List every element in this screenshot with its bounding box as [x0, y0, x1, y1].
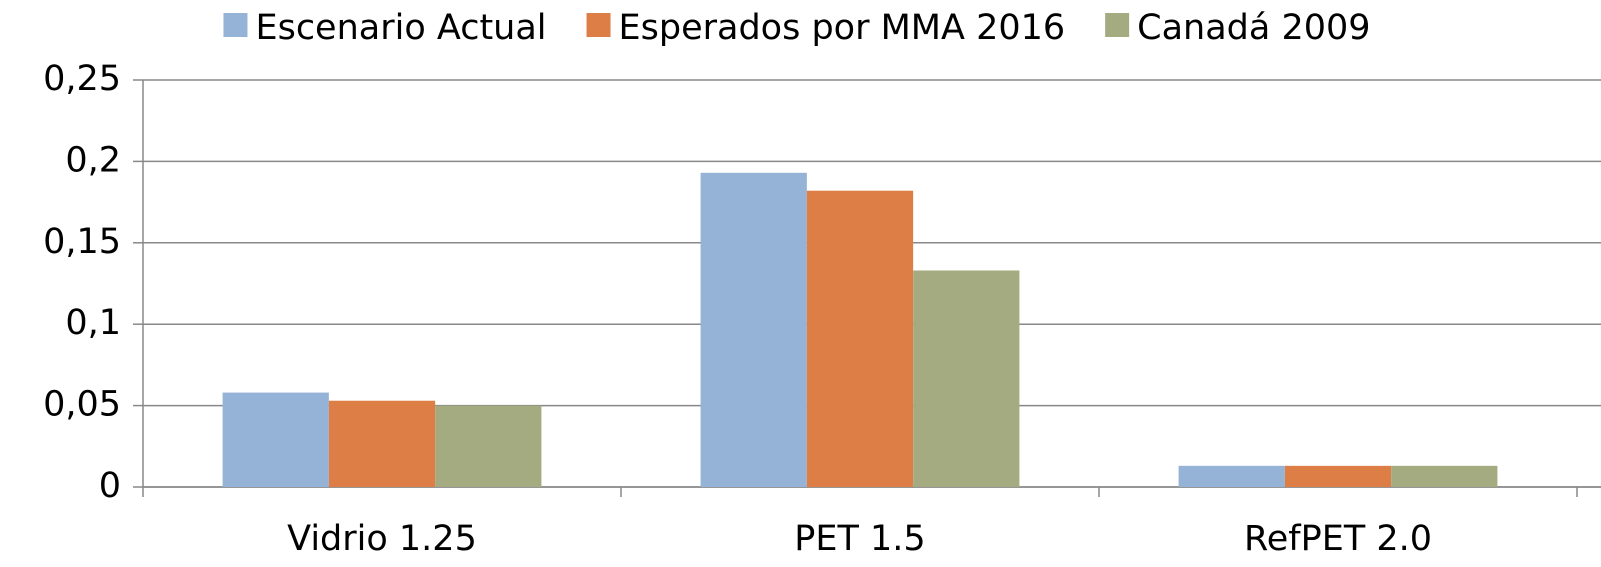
y-tick-label: 0,2: [65, 140, 121, 180]
legend-label: Esperados por MMA 2016: [619, 8, 1066, 48]
y-tick-label: 0,1: [65, 303, 121, 343]
legend-swatch: [223, 13, 248, 37]
y-tick-label: 0,25: [43, 59, 121, 99]
bar: [806, 190, 914, 488]
x-tick-label: RefPET 2.0: [1244, 519, 1432, 559]
y-tick-label: 0,05: [43, 385, 121, 425]
y-tick-label: 0,15: [43, 222, 121, 262]
bar: [913, 270, 1020, 487]
y-tick-label: 0: [99, 466, 121, 506]
bar: [1178, 465, 1285, 487]
legend-swatch: [1105, 13, 1130, 37]
legend-label: Canadá 2009: [1137, 8, 1370, 48]
legend-label: Escenario Actual: [255, 8, 546, 48]
bar: [700, 172, 807, 487]
bar: [328, 400, 436, 487]
legend-swatch: [586, 13, 611, 37]
x-tick-label: Vidrio 1.25: [287, 519, 477, 559]
bar: [435, 405, 542, 487]
bar: [1391, 465, 1498, 487]
bar: [1284, 465, 1392, 487]
x-tick-label: PET 1.5: [794, 519, 925, 559]
bar: [222, 392, 329, 487]
